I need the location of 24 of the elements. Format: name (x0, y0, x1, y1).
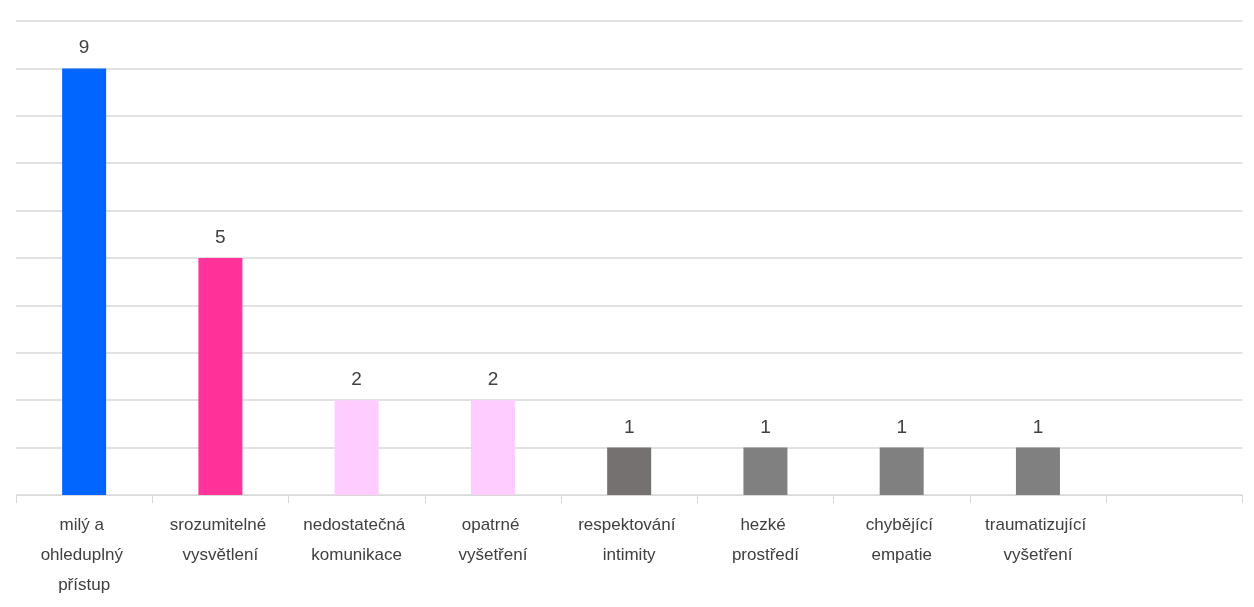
x-tick-label: traumatizující vyšetření (985, 514, 1091, 564)
data-label: 1 (760, 415, 771, 437)
bar (743, 447, 788, 495)
bar (334, 400, 379, 495)
data-label: 2 (487, 368, 499, 390)
x-tick-label: srozumitelné vysvětlení (169, 514, 271, 564)
data-label: 9 (78, 36, 90, 58)
data-label: 1 (623, 415, 635, 437)
x-tick-label: hezké prostředí (731, 514, 800, 564)
bar (607, 447, 652, 495)
bar (1015, 447, 1060, 495)
data-label: 1 (896, 415, 907, 437)
x-tick-label: opatrné vyšetření (458, 514, 528, 564)
bar (879, 447, 924, 495)
bar (470, 400, 515, 495)
data-label: 1 (1032, 415, 1044, 437)
data-label: 2 (351, 368, 362, 390)
x-tick-label: nedostatečná komunikace (303, 514, 411, 564)
x-tick-label: milý a ohleduplný přístup (40, 514, 128, 594)
data-label: 5 (215, 226, 226, 247)
bar (198, 258, 243, 495)
x-tick-label: chybějící empatie (865, 514, 938, 564)
x-tick-label: respektování intimity (578, 514, 681, 564)
bar (62, 68, 107, 495)
